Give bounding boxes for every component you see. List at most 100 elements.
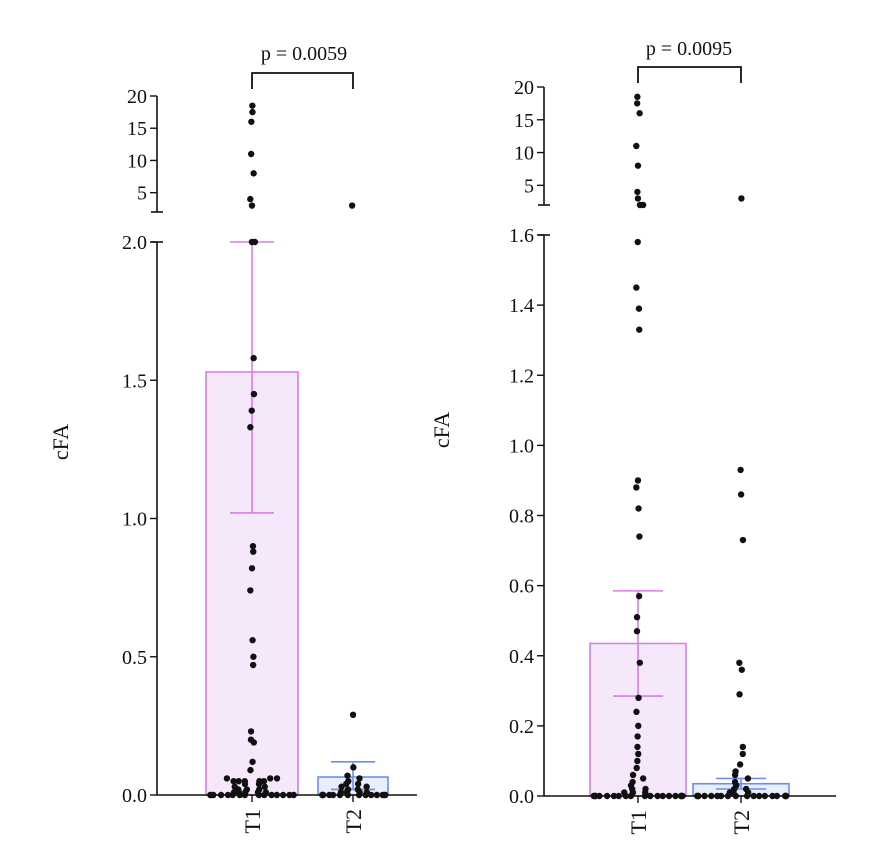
data-point [633,613,641,621]
data-point [247,195,254,203]
data-point [249,661,257,669]
data-point [249,108,256,116]
x-tick-label: T2 [341,809,366,833]
data-point [344,772,351,779]
y-axis-title: cFA [429,412,454,448]
data-point [382,791,389,799]
data-point [634,477,642,484]
data-point [249,636,256,644]
data-point [273,775,281,782]
data-point [250,354,257,362]
data-point [363,789,370,796]
significance-bracket [251,72,354,89]
data-point [615,792,622,800]
data-point [633,628,641,635]
data-point [603,792,611,800]
data-point [739,750,746,758]
data-point [634,238,641,246]
data-point [247,150,255,158]
data-point [639,775,647,782]
y-tick-label: 5 [137,183,147,205]
y-tick-label: 5 [524,175,534,197]
data-point [665,792,673,800]
data-point [247,587,254,594]
y-tick-label: 1.5 [122,370,147,392]
data-point [636,659,644,666]
data-point [250,390,258,398]
data-point [635,305,643,312]
x-tick-label: T1 [626,810,651,834]
data-point [290,791,297,799]
data-point [636,326,643,333]
data-point [235,777,242,785]
data-point [654,792,661,800]
data-point [247,736,255,743]
data-point [373,791,381,799]
data-point [731,778,739,786]
data-point [701,792,708,800]
significance-bracket [637,66,742,83]
data-point [750,792,757,800]
p-value-label: p = 0.0095 [646,38,732,60]
y-tick-label: 0.4 [509,646,534,668]
data-point [349,711,357,719]
data-point [224,791,232,799]
data-point [621,789,628,796]
y-tick-label: 0.5 [122,647,147,669]
data-point [250,170,257,177]
data-point [350,764,357,771]
data-point [737,466,744,474]
x-tick-label: T2 [729,810,754,834]
data-point [250,653,257,660]
y-tick-label: 15 [127,118,147,140]
data-point [356,775,363,782]
data-point [636,533,643,540]
data-point [248,565,256,572]
data-point [251,238,259,246]
data-point [268,791,275,799]
data-point [249,102,256,109]
data-point [642,785,649,793]
data-point [744,775,752,782]
data-point [737,491,745,498]
data-point [592,792,599,800]
data-point [279,791,287,799]
data-point [726,789,734,796]
right-panel: 0.0 0.2 0.4 0.6 0.8 1.0 1.2 1.4 1.6 5 10 15 20 T1 T2 cF… [429,38,836,834]
data-point [261,783,268,790]
data-point [633,708,640,716]
data-point [223,775,231,782]
y-tick-label: 1.2 [509,365,534,387]
data-point [738,195,745,202]
data-point [708,792,715,800]
data-point [260,777,268,785]
data-point [249,542,257,550]
data-point [344,786,352,793]
data-point [634,93,641,101]
y-tick-label: 15 [514,110,534,132]
data-point [755,792,763,800]
data-point [742,785,750,793]
data-point [773,792,781,800]
y-tick-label: 0.0 [122,785,147,807]
data-point [672,792,679,800]
y-tick-label: 0.2 [509,716,534,738]
data-point [739,743,747,751]
data-point [736,761,744,768]
data-point [639,201,647,209]
data-point [207,791,215,799]
data-point [250,548,257,555]
data-point [634,757,641,765]
data-point [633,284,640,291]
data-point [635,694,642,702]
data-point [634,733,641,740]
data-point [256,786,263,793]
data-point [247,766,254,774]
data-point [256,777,263,785]
data-point [354,780,362,788]
data-point [248,118,255,125]
y-tick-label: 10 [127,150,147,172]
data-point [634,743,641,751]
data-point [247,424,254,431]
